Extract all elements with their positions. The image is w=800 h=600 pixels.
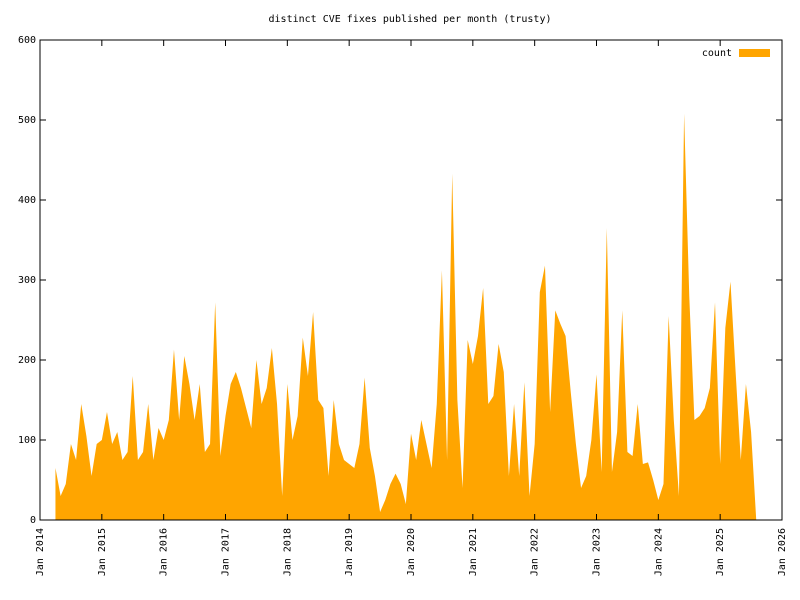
legend-label: count [702,48,732,59]
area [55,113,757,520]
x-tick-label: Jan 2016 [159,528,170,576]
x-tick-label: Jan 2026 [777,528,788,576]
x-tick-label: Jan 2020 [406,528,417,576]
legend-swatch [739,49,770,57]
x-tick-label: Jan 2018 [282,528,293,576]
x-tick-label: Jan 2017 [221,528,232,576]
y-tick-label: 500 [18,115,36,126]
x-tick-label: Jan 2014 [35,528,46,576]
x-tick-label: Jan 2019 [344,528,355,576]
y-tick-label: 100 [18,435,36,446]
x-tick-label: Jan 2024 [653,528,664,576]
y-tick-label: 200 [18,355,36,366]
y-tick-label: 600 [18,35,36,46]
x-tick-label: Jan 2021 [468,528,479,576]
y-tick-label: 300 [18,275,36,286]
x-tick-label: Jan 2015 [97,528,108,576]
x-tick-label: Jan 2022 [530,528,541,576]
x-tick-label: Jan 2025 [715,528,726,576]
y-tick-label: 400 [18,195,36,206]
y-tick-label: 0 [30,515,36,526]
x-tick-label: Jan 2023 [592,528,603,576]
chart-title: distinct CVE fixes published per month (… [269,14,552,25]
